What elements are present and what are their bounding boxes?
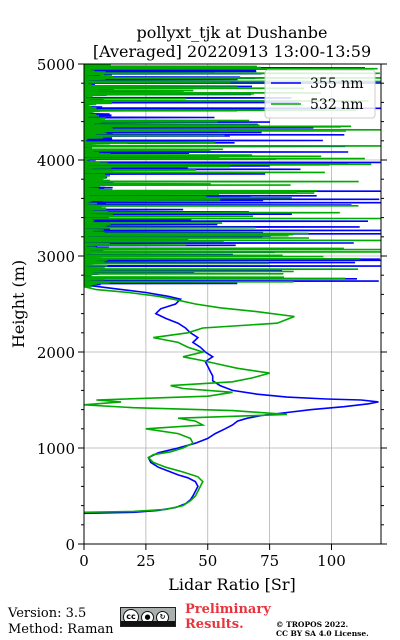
y-tick-label: 3000 (37, 248, 75, 266)
y-tick-label: 5000 (37, 56, 75, 74)
series-line-1 (84, 285, 295, 514)
cc-strip (121, 621, 175, 626)
copyright-line-1: © TROPOS 2022. (276, 620, 349, 629)
copyright-line-2: CC BY SA 4.0 License. (276, 629, 369, 638)
y-tick-label: 4000 (37, 152, 75, 170)
version-text: Version: 3.5 (8, 606, 87, 621)
y-tick-label: 1000 (37, 440, 75, 458)
legend-box (264, 69, 376, 119)
legend-label-355: 355 nm (310, 76, 363, 92)
plot-frame (83, 63, 382, 545)
share-alike-icon: ↻ (156, 610, 169, 624)
chart-title: pollyxt_tjk at Dushanbe (136, 23, 327, 42)
legend-label-532: 532 nm (310, 97, 363, 113)
x-axis-label: Lidar Ratio [Sr] (168, 575, 296, 594)
x-tick-label: 50 (198, 552, 217, 570)
x-tick-label: 75 (260, 552, 279, 570)
copyright-notice: © TROPOS 2022. CC BY SA 4.0 License. (276, 620, 369, 638)
x-tick-label: 100 (317, 552, 346, 570)
legend: 355 nm 532 nm (264, 69, 376, 119)
y-tick-label: 0 (65, 536, 75, 554)
lidar-ratio-chart: pollyxt_tjk at Dushanbe [Averaged] 20220… (9, 23, 387, 594)
chart-subtitle: [Averaged] 20220913 13:00-13:59 (93, 42, 371, 61)
method-text: Method: Raman (8, 622, 114, 637)
x-tick-label: 0 (79, 552, 89, 570)
y-tick-label: 2000 (37, 344, 75, 362)
series-line-0 (84, 284, 379, 515)
x-tick-label: 25 (136, 552, 155, 570)
cc-license-badge: cc ● ↻ (120, 607, 176, 627)
preliminary-line-2: Results. (185, 617, 244, 632)
preliminary-line-1: Preliminary (185, 602, 271, 617)
preliminary-notice: Preliminary Results. (185, 602, 271, 632)
series-layer (84, 64, 381, 515)
y-axis-label: Height (m) (9, 260, 28, 348)
